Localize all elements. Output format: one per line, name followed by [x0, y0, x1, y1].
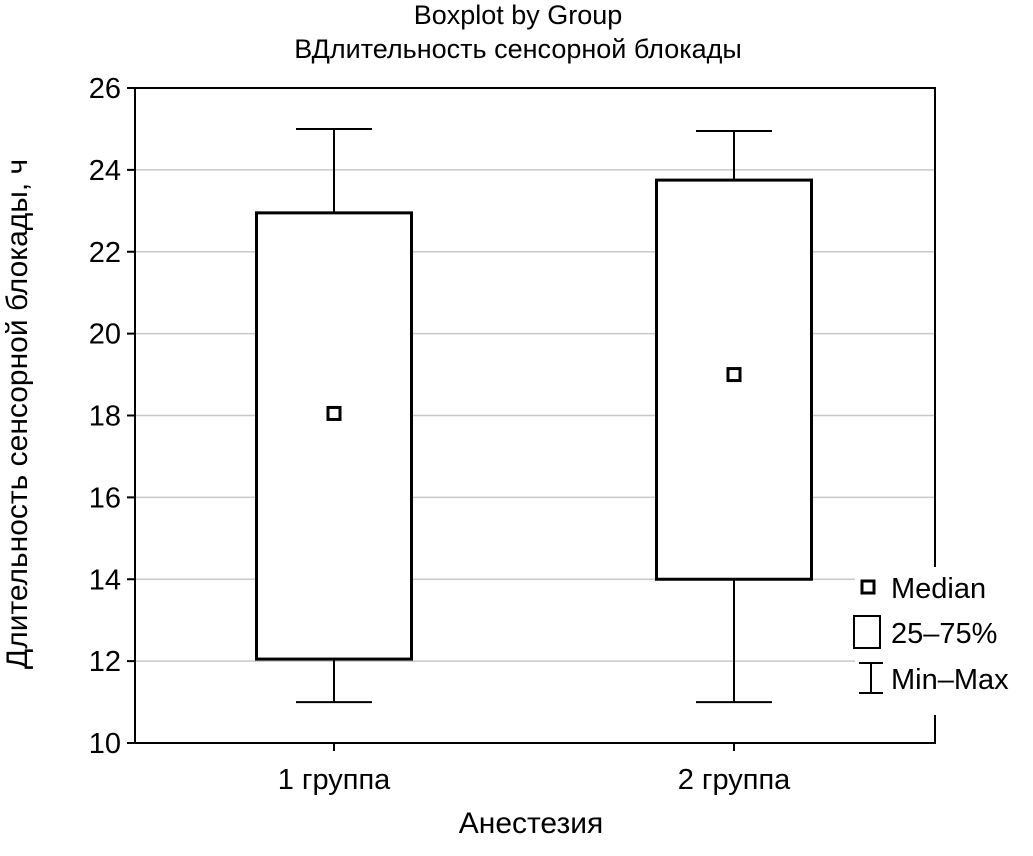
legend: Median 25–75% Min–Max [853, 573, 1009, 696]
legend-iqr-label: 25–75% [891, 618, 997, 650]
median-marker [726, 367, 742, 383]
box-groups: 1 группа 2 группа [255, 127, 813, 796]
iqr-box [255, 211, 413, 661]
y-tick-label: 18 [89, 401, 121, 433]
chart-title: Boxplot by Group [414, 0, 623, 30]
y-axis-label: Длительность сенсорной блокады, ч [1, 159, 34, 669]
iqr-box [655, 178, 813, 581]
x-category-label: 2 группа [678, 764, 791, 796]
y-tick-label: 20 [89, 319, 121, 351]
legend-background [855, 567, 1030, 715]
legend-iqr-marker [853, 615, 881, 649]
y-tick-label: 12 [89, 646, 121, 678]
y-tick-label: 24 [89, 155, 121, 187]
legend-median-marker [860, 579, 876, 595]
y-tick-label: 26 [89, 73, 121, 105]
x-axis-label: Анестезия [459, 807, 603, 840]
y-tick-label: 16 [89, 482, 121, 514]
legend-range-label: Min–Max [891, 664, 1009, 696]
box-group: 1 группа [255, 127, 413, 796]
legend-median-label: Median [891, 573, 986, 605]
y-tick-label: 14 [89, 564, 121, 596]
legend-range-marker [859, 662, 883, 694]
x-category-label: 1 группа [278, 764, 391, 796]
y-axis-ticks: 10 12 14 16 18 20 22 24 26 [89, 73, 135, 760]
y-tick-label: 10 [89, 728, 121, 760]
y-tick-label: 22 [89, 237, 121, 269]
chart-subtitle: ВДлительность сенсорной блокады [294, 34, 742, 64]
box-group: 2 группа [655, 129, 813, 796]
median-marker [326, 405, 342, 421]
